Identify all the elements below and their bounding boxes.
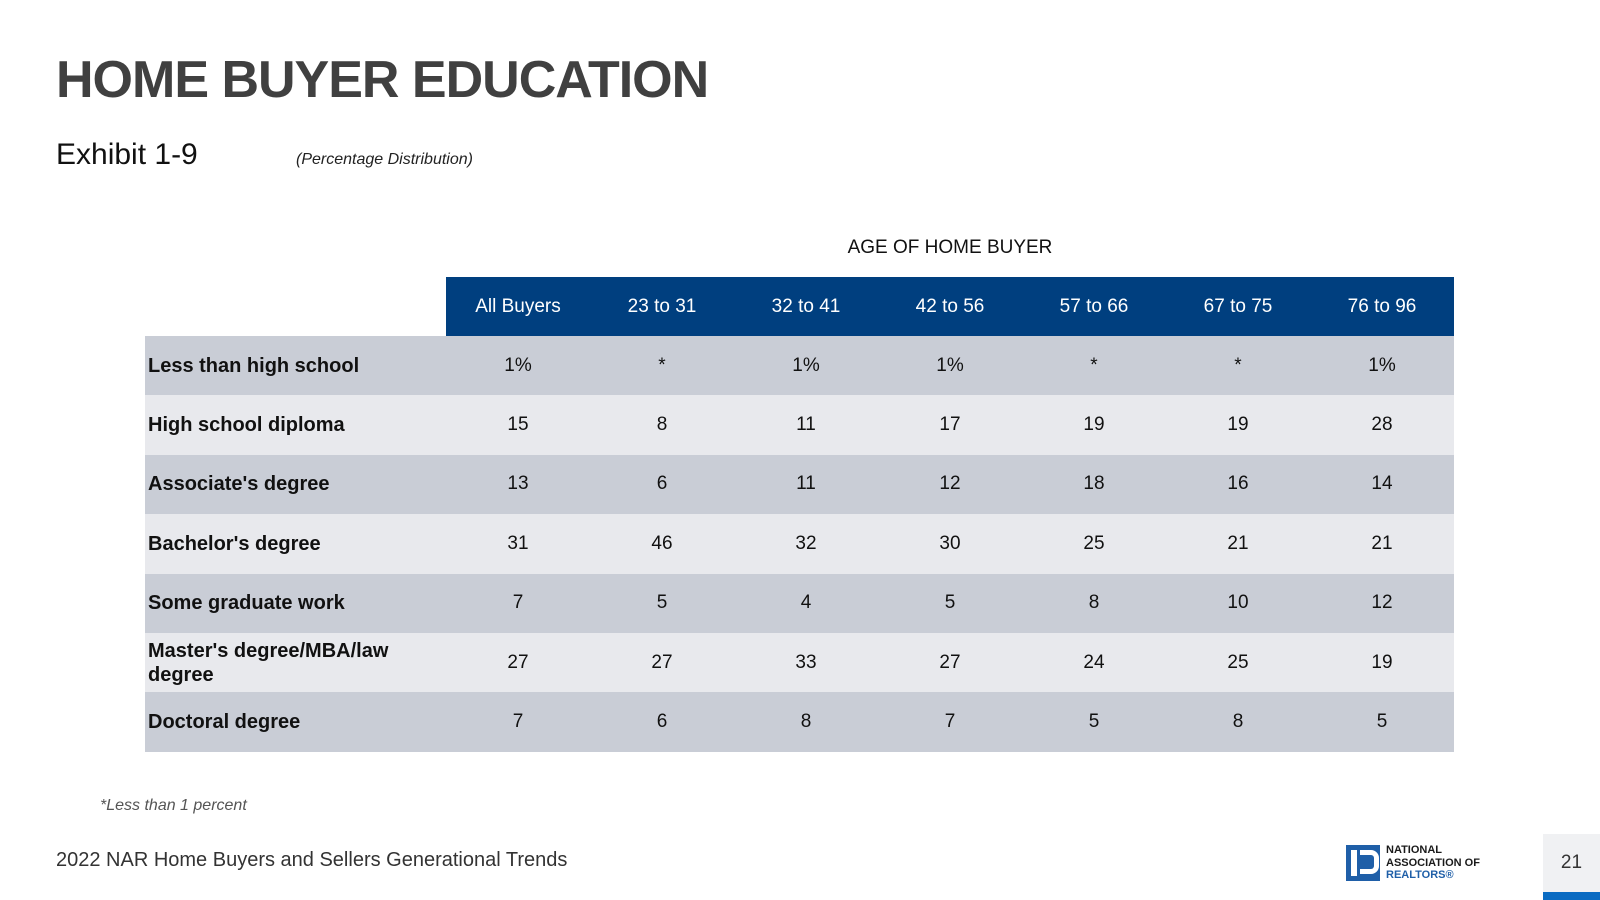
column-header: 57 to 66 xyxy=(1022,277,1166,336)
table-cell: 27 xyxy=(878,632,1022,693)
table-cell: 8 xyxy=(590,395,734,455)
footer-source: 2022 NAR Home Buyers and Sellers Generat… xyxy=(56,849,568,871)
column-header: 42 to 56 xyxy=(878,277,1022,336)
table-cell: 32 xyxy=(734,514,878,574)
logo-line: ASSOCIATION OF xyxy=(1386,856,1480,869)
row-label: Bachelor's degree xyxy=(145,514,446,574)
table-cell: 11 xyxy=(734,395,878,455)
table-row: Master's degree/MBA/law degree 27 27 33 … xyxy=(145,632,1454,693)
table-cell: 19 xyxy=(1022,395,1166,455)
table-cell: 12 xyxy=(1310,573,1454,633)
table-row: Some graduate work 7 5 4 5 8 10 12 xyxy=(145,573,1454,633)
nar-logo: NATIONAL ASSOCIATION OF REALTORS® xyxy=(1346,843,1496,883)
table-cell: 1% xyxy=(446,336,590,396)
page-accent-bar xyxy=(1543,892,1600,900)
table-cell: 25 xyxy=(1166,632,1310,693)
table-cell: 25 xyxy=(1022,514,1166,574)
table-cell: 19 xyxy=(1310,632,1454,693)
column-header: 76 to 96 xyxy=(1310,277,1454,336)
table-row: High school diploma 15 8 11 17 19 19 28 xyxy=(145,395,1454,455)
table-cell: 28 xyxy=(1310,395,1454,455)
education-table: All Buyers 23 to 31 32 to 41 42 to 56 57… xyxy=(145,277,1454,752)
table-cell: 8 xyxy=(734,692,878,752)
table-cell: 1% xyxy=(878,336,1022,396)
row-label: Associate's degree xyxy=(145,454,446,515)
logo-line: REALTORS® xyxy=(1386,869,1454,882)
table-cell: 14 xyxy=(1310,454,1454,515)
exhibit-label: Exhibit 1-9 xyxy=(56,138,198,171)
row-label: Some graduate work xyxy=(145,573,446,633)
table-cell: 24 xyxy=(1022,632,1166,693)
table-cell: 27 xyxy=(590,632,734,693)
table-cell: 1% xyxy=(1310,336,1454,396)
subtitle: (Percentage Distribution) xyxy=(296,151,473,168)
table-cell: 5 xyxy=(1310,692,1454,752)
table-cell: 7 xyxy=(878,692,1022,752)
column-header: All Buyers xyxy=(446,277,590,336)
logo-line: NATIONAL xyxy=(1386,844,1443,857)
table-cell: 8 xyxy=(1166,692,1310,752)
table-cell: 1% xyxy=(734,336,878,396)
row-label: Less than high school xyxy=(145,336,446,396)
column-group-label: AGE OF HOME BUYER xyxy=(847,237,1053,258)
table-cell: * xyxy=(1022,336,1166,396)
table-cell: 6 xyxy=(590,454,734,515)
table-cell: 16 xyxy=(1166,454,1310,515)
table-cell: 46 xyxy=(590,514,734,574)
table-row: Less than high school 1% * 1% 1% * * 1% xyxy=(145,336,1454,396)
table-cell: 15 xyxy=(446,395,590,455)
table-cell: 21 xyxy=(1310,514,1454,574)
table-cell: 10 xyxy=(1166,573,1310,633)
page-number-box: 21 xyxy=(1543,834,1600,900)
table-cell: 17 xyxy=(878,395,1022,455)
table-cell: 8 xyxy=(1022,573,1166,633)
table-cell: 27 xyxy=(446,632,590,693)
table-row: Doctoral degree 7 6 8 7 5 8 5 xyxy=(145,692,1454,752)
table-header-row: All Buyers 23 to 31 32 to 41 42 to 56 57… xyxy=(145,277,1454,336)
table-cell: 5 xyxy=(1022,692,1166,752)
table-cell: 7 xyxy=(446,573,590,633)
table-cell: 4 xyxy=(734,573,878,633)
table-row: Associate's degree 13 6 11 12 18 16 14 xyxy=(145,454,1454,515)
table-cell: 5 xyxy=(878,573,1022,633)
table-cell: 11 xyxy=(734,454,878,515)
table-cell: 5 xyxy=(590,573,734,633)
table-cell: 6 xyxy=(590,692,734,752)
table-cell: 19 xyxy=(1166,395,1310,455)
table-cell: 18 xyxy=(1022,454,1166,515)
row-label: Doctoral degree xyxy=(145,692,446,752)
table-cell: 7 xyxy=(446,692,590,752)
row-label: Master's degree/MBA/law degree xyxy=(145,632,446,693)
column-header: 32 to 41 xyxy=(734,277,878,336)
table-cell: 21 xyxy=(1166,514,1310,574)
table-row: Bachelor's degree 31 46 32 30 25 21 21 xyxy=(145,514,1454,574)
table-cell: 31 xyxy=(446,514,590,574)
logo-text: NATIONAL ASSOCIATION OF REALTORS® xyxy=(1386,844,1480,882)
table-cell: 12 xyxy=(878,454,1022,515)
page-number: 21 xyxy=(1560,852,1583,873)
column-header: 67 to 75 xyxy=(1166,277,1310,336)
footnote: *Less than 1 percent xyxy=(100,797,247,814)
table-cell: 33 xyxy=(734,632,878,693)
column-header: 23 to 31 xyxy=(590,277,734,336)
realtor-r-icon xyxy=(1346,845,1380,881)
header-corner xyxy=(145,277,446,336)
table-cell: 13 xyxy=(446,454,590,515)
table-cell: 30 xyxy=(878,514,1022,574)
row-label: High school diploma xyxy=(145,395,446,455)
page-title: HOME BUYER EDUCATION xyxy=(56,51,709,109)
table-cell: * xyxy=(590,336,734,396)
table-cell: * xyxy=(1166,336,1310,396)
